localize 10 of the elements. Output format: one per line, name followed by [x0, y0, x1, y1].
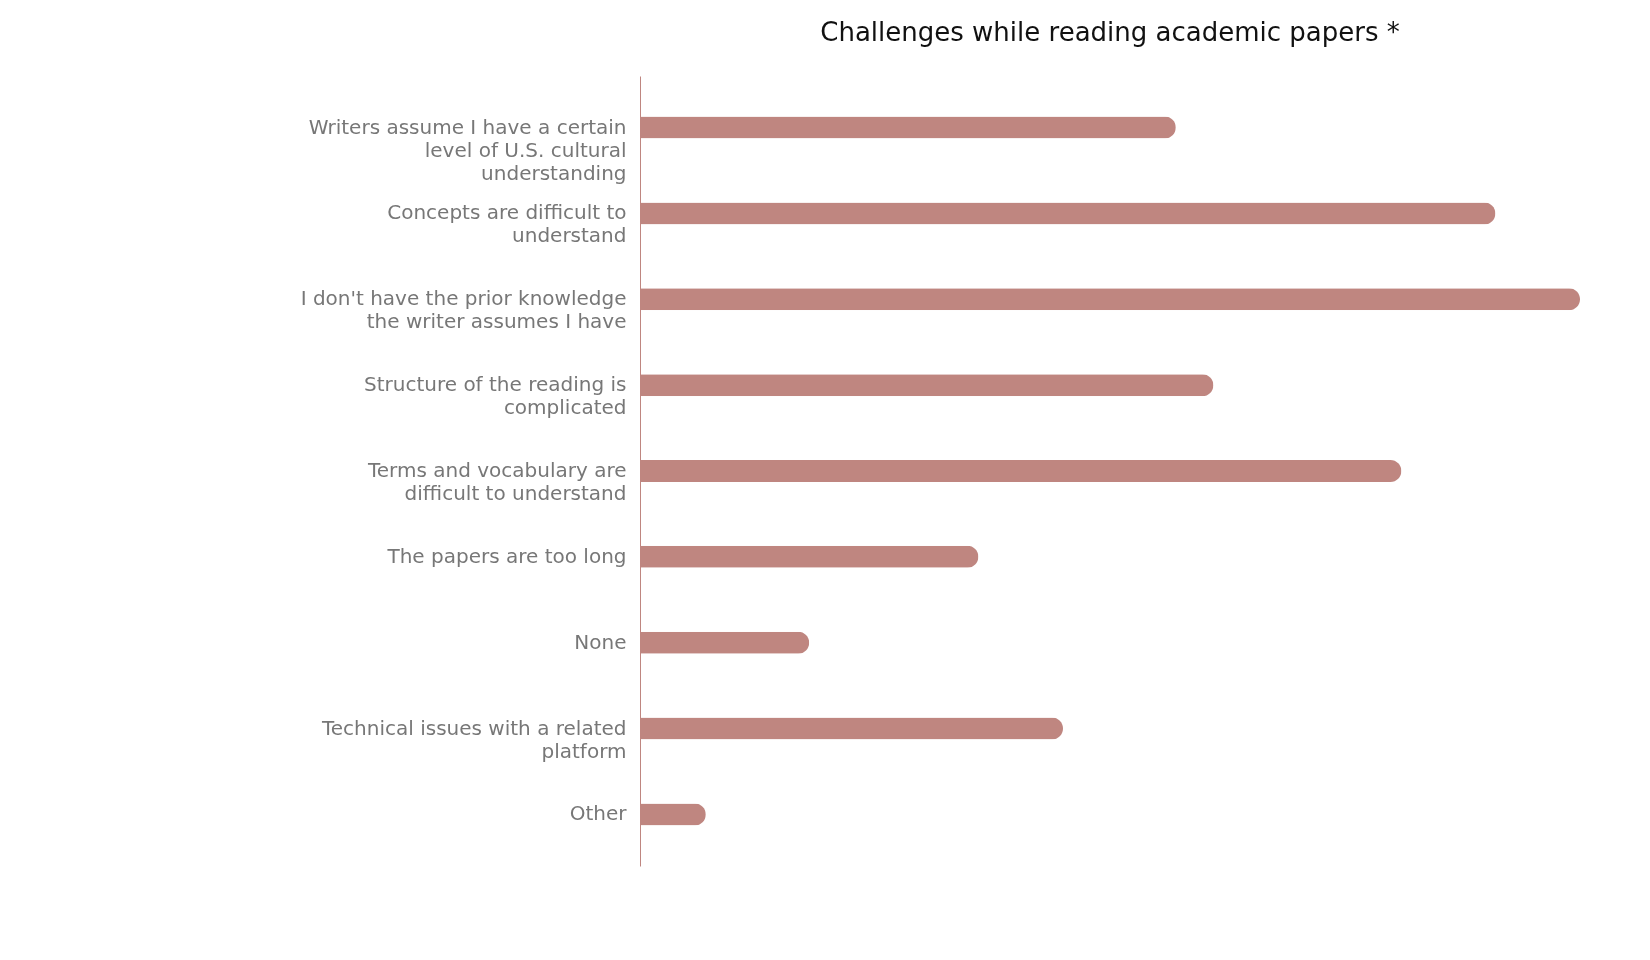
y-tick-label: Structure of the reading is complicated: [363, 372, 627, 420]
y-tick-label: Technical issues with a related platform: [321, 715, 627, 763]
y-tick-label: Other: [569, 801, 628, 826]
y-tick-label: Concepts are difficult to understand: [387, 200, 627, 248]
y-tick-label: I don't have the prior knowledge the writer assumes I have: [300, 286, 627, 334]
y-tick-label: None: [574, 629, 627, 654]
y-tick-label: Writers assume I have a certain level of U.S. cultural understanding: [308, 114, 627, 185]
y-tick-label: The papers are too long: [386, 543, 627, 568]
y-tick-label: Terms and vocabulary are difficult to understand: [366, 458, 627, 505]
chart-title: Challenges while reading academic papers *: [820, 17, 1400, 47]
